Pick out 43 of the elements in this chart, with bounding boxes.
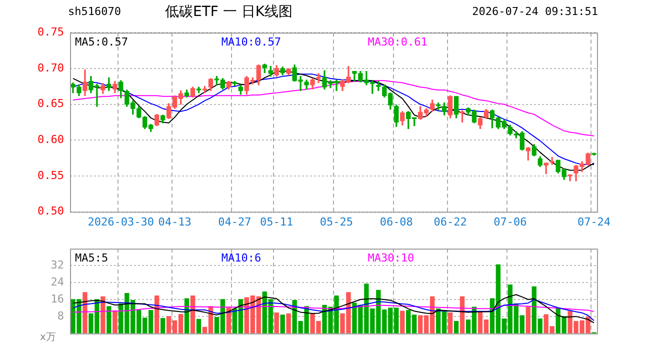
chart-title: 低碳ETF 一 日K线图 [165,3,293,21]
y-tick-label: 0.50 [38,204,64,218]
x-tick-label: 07-06 [494,215,527,228]
text: MA10:6 [221,251,262,264]
text: MA10:0.57 [221,35,281,48]
bar [196,318,202,334]
bar [160,318,166,334]
y-tick-label: 0.70 [38,61,64,74]
y-axis-title: x万 [40,331,56,344]
bar [280,314,285,334]
text: MA5:5 [75,251,108,264]
y-tick-label: 24 [50,275,64,288]
y-tick-label: 16 [50,292,64,306]
y-tick-label: 0.65 [38,97,64,110]
y-tick-label: 0.60 [38,132,64,146]
bar [112,310,118,334]
text: MA30:10 [368,251,414,264]
x-tick-label: 04-13 [158,215,192,228]
bar [454,320,459,334]
x-tick-label: 04-27 [218,215,252,228]
y-tick-label: 0.75 [38,25,64,38]
bar [274,312,279,334]
y-tick-label: 32 [50,258,64,272]
bar [190,296,196,334]
bar [400,310,405,334]
x-tick-label: 05-25 [320,215,354,228]
x-tick-label: 2026-03-30 [88,215,154,228]
bar [286,313,291,334]
y-tick-label: 8 [57,309,64,322]
text: 2026-07-24 09:31:51 [472,5,598,18]
x-tick-label: 07-24 [577,215,611,228]
bar [526,306,530,334]
y-tick-label: 0.55 [38,168,64,182]
text: MA5:0.57 [75,35,128,48]
text: MA30:0.61 [368,35,428,48]
text: sh516070 [68,5,121,18]
x-tick-label: 06-22 [434,215,467,228]
bar [448,312,453,334]
bar [106,306,112,334]
bar [100,296,106,334]
x-tick-label: 05-11 [260,215,294,228]
bar [82,292,88,334]
x-tick-label: 06-08 [380,215,413,228]
